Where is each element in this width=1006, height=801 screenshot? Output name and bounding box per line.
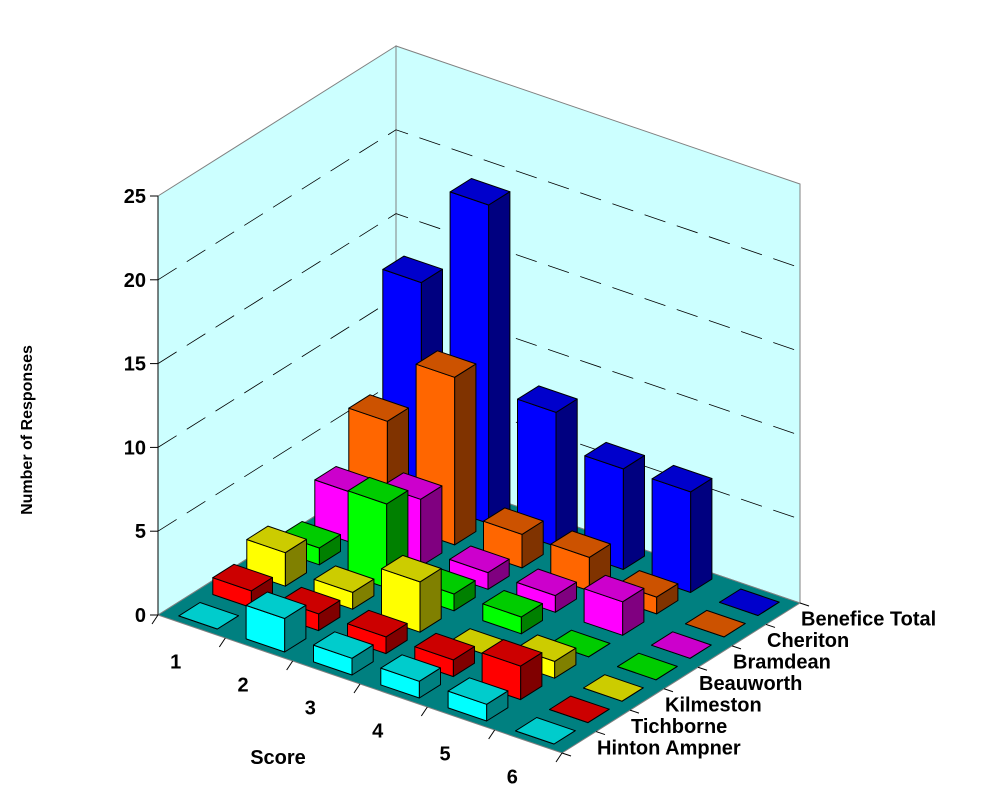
bar-beauworth-score-6 xyxy=(617,652,678,681)
bar-tichborne-score-6 xyxy=(549,695,610,724)
x-tick-label-1: 1 xyxy=(170,652,181,674)
bar-hinton-ampner-score-5 xyxy=(447,677,509,722)
x-tick-mark-3 xyxy=(353,683,361,694)
chart-tick-marks xyxy=(150,195,810,763)
series-label-hinton-ampner: Hinton Ampner xyxy=(597,737,741,759)
series-tick-mark-7 xyxy=(799,602,810,607)
chart-bars xyxy=(178,178,780,745)
x-tick-mark-2 xyxy=(286,660,294,671)
x-tick-label-4: 4 xyxy=(372,721,384,743)
bar-hinton-ampner-score-2 xyxy=(245,591,307,653)
gridline-15 xyxy=(157,213,801,364)
bar-hinton-ampner-score-1 xyxy=(178,602,239,630)
bar-hinton-ampner-score-4 xyxy=(380,654,441,699)
series-label-benefice-total: Benefice Total xyxy=(801,609,936,631)
bar-cheriton-score-6 xyxy=(685,609,746,638)
bar-bramdean-score-3 xyxy=(449,545,510,590)
bar-hinton-ampner-score-3 xyxy=(313,631,374,676)
series-tick-mark-2 xyxy=(629,709,640,714)
series-label-tichborne: Tichborne xyxy=(631,716,727,738)
series-tick-mark-4 xyxy=(697,666,708,671)
x-tick-mark-5 xyxy=(488,729,496,740)
series-tick-mark-3 xyxy=(663,688,674,693)
series-tick-mark-6 xyxy=(765,623,776,628)
bar-tichborne-score-3 xyxy=(347,609,408,655)
bar-benefice-total-score-5 xyxy=(651,464,713,593)
series-tick-mark-0 xyxy=(561,752,572,757)
x-tick-mark-6 xyxy=(555,752,563,763)
y-tick-label-25: 25 xyxy=(124,186,146,208)
x-tick-mark-1 xyxy=(218,637,226,648)
series-tick-mark-5 xyxy=(731,645,742,650)
bar-bramdean-score-4 xyxy=(516,568,577,613)
bar-tichborne-score-4 xyxy=(414,632,475,678)
y-tick-label-0: 0 xyxy=(135,605,146,627)
bar-benefice-total-score-6 xyxy=(719,588,780,616)
bar-kilmeston-score-2 xyxy=(313,565,375,610)
bar-beauworth-score-4 xyxy=(482,590,543,635)
x-tick-label-3: 3 xyxy=(305,698,316,720)
series-tick-mark-1 xyxy=(595,731,606,736)
series-label-cheriton: Cheriton xyxy=(767,630,849,652)
y-tick-label-20: 20 xyxy=(124,270,146,292)
series-label-bramdean: Bramdean xyxy=(733,652,831,674)
bar-kilmeston-score-3 xyxy=(381,554,442,633)
y-axis-title: Number of Responses xyxy=(19,345,36,515)
chart-labels: 0 5 10 15 20 25 1 2 3 4 5 6 Hinton AmpnerTichborneKi… xyxy=(124,186,936,789)
x-axis-title: Score xyxy=(250,747,306,769)
x-tick-label-6: 6 xyxy=(507,767,518,789)
x-tick-mark-0 xyxy=(151,614,159,625)
series-label-beauworth: Beauworth xyxy=(699,673,802,695)
x-tick-label-2: 2 xyxy=(237,675,248,697)
bar-bramdean-score-5 xyxy=(583,574,645,636)
gridline-20 xyxy=(157,129,801,281)
y-tick-label-15: 15 xyxy=(124,354,146,376)
bar-bramdean-score-6 xyxy=(651,631,712,659)
bar-benefice-total-score-4 xyxy=(584,441,645,570)
bar-hinton-ampner-score-6 xyxy=(515,717,576,745)
y-tick-label-5: 5 xyxy=(135,521,146,543)
bar-benefice-total-score-3 xyxy=(517,385,578,547)
x-tick-label-5: 5 xyxy=(439,744,450,766)
y-tick-label-10: 10 xyxy=(124,437,146,459)
bar-kilmeston-score-6 xyxy=(583,674,644,702)
series-label-kilmeston: Kilmeston xyxy=(665,694,762,716)
x-tick-mark-4 xyxy=(420,706,428,717)
